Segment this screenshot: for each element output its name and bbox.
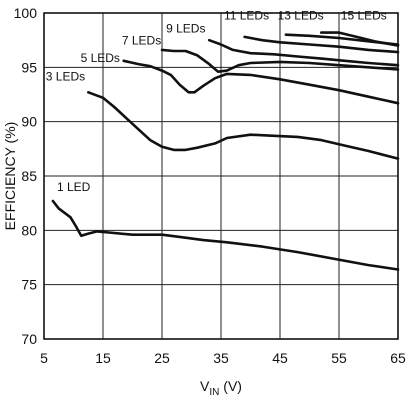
series-label: 11 LEDs	[224, 9, 269, 23]
series-label: 1 LED	[57, 180, 91, 194]
series-layer	[51, 31, 400, 271]
series-line	[320, 31, 400, 47]
series-label: 15 LEDs	[341, 9, 387, 23]
x-tick-label: 45	[272, 350, 288, 366]
series-line	[207, 38, 400, 67]
series-line	[243, 35, 400, 54]
series-label: 7 LEDs	[122, 34, 161, 48]
series-label: 9 LEDs	[166, 22, 205, 36]
plot-frame	[43, 12, 399, 340]
x-tick-label: 5	[40, 350, 48, 366]
x-axis-title: VIN (V)	[200, 378, 242, 398]
y-tick-label: 85	[21, 168, 37, 184]
x-tick-label: 15	[95, 350, 111, 366]
series-line	[160, 48, 400, 73]
y-tick-label: 90	[21, 114, 37, 130]
grid-layer	[44, 13, 398, 339]
series-line	[51, 199, 400, 271]
y-tick-label: 80	[21, 222, 37, 238]
x-tick-label: 65	[390, 350, 406, 366]
x-axis-title-main: V	[200, 378, 210, 394]
y-tick-label: 70	[21, 331, 37, 347]
series-label: 13 LEDs	[278, 9, 324, 23]
series-line	[87, 91, 400, 160]
series-label: 5 LEDs	[81, 51, 120, 65]
x-tick-label: 25	[154, 350, 170, 366]
x-axis-title-unit: (V)	[219, 378, 242, 394]
x-tick-label: 35	[213, 350, 229, 366]
series-label: 3 LEDs	[46, 69, 85, 83]
y-tick-label: 75	[21, 277, 37, 293]
y-axis-title: EFFICIENCY (%)	[2, 122, 18, 231]
x-axis-title-subscript: IN	[209, 387, 219, 398]
y-tick-label: 95	[21, 59, 37, 75]
tick-layer: 5 15 25 35 45 55 65 70 75 80 85 90 95 100	[14, 5, 406, 366]
y-tick-label: 100	[14, 5, 38, 21]
series-line	[122, 59, 400, 105]
x-tick-label: 55	[331, 350, 347, 366]
